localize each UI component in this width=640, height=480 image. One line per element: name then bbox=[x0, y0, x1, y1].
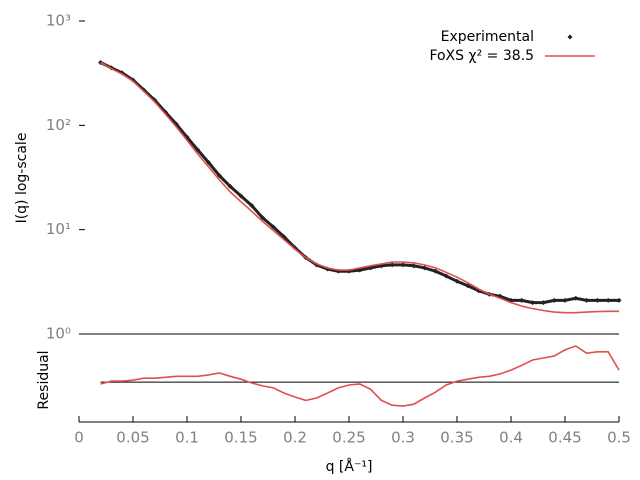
x-tick-label: 0.1 bbox=[175, 429, 199, 447]
x-tick-label: 0.45 bbox=[548, 429, 581, 447]
data-point bbox=[216, 173, 222, 179]
data-point bbox=[389, 262, 395, 268]
data-trace bbox=[99, 61, 619, 305]
legend-label: Experimental bbox=[441, 29, 534, 45]
y-tick-label: 10⁰ bbox=[46, 325, 71, 343]
x-tick-label: 0.35 bbox=[440, 429, 473, 447]
data-point bbox=[260, 215, 266, 221]
data-point bbox=[573, 295, 579, 301]
x-tick-label: 0.3 bbox=[391, 429, 415, 447]
residual-axis-label: Residual bbox=[36, 350, 52, 409]
data-point bbox=[422, 265, 428, 271]
data-point bbox=[443, 273, 449, 279]
data-point bbox=[594, 297, 600, 303]
y-tick-label: 10³ bbox=[46, 12, 71, 30]
data-point bbox=[551, 297, 557, 303]
x-tick-label: 0.05 bbox=[116, 429, 149, 447]
data-line bbox=[100, 61, 619, 314]
y-tick-label: 10² bbox=[46, 116, 71, 134]
x-tick-label: 0.4 bbox=[499, 429, 523, 447]
data-point bbox=[540, 300, 546, 306]
data-line bbox=[100, 345, 620, 407]
data-point bbox=[605, 297, 611, 303]
data-point bbox=[227, 183, 233, 189]
data-point bbox=[400, 262, 406, 268]
data-point bbox=[270, 224, 276, 230]
x-tick-label: 0.5 bbox=[607, 429, 631, 447]
x-tick-label: 0.25 bbox=[332, 429, 365, 447]
data-point bbox=[616, 297, 622, 303]
data-point bbox=[584, 297, 590, 303]
x-tick-label: 0.2 bbox=[283, 429, 307, 447]
y-axis-label: I(q) log-scale bbox=[14, 133, 30, 224]
data-point bbox=[206, 160, 212, 166]
x-tick-label: 0.15 bbox=[224, 429, 257, 447]
legend-marker bbox=[567, 34, 573, 40]
data-point bbox=[454, 278, 460, 284]
y-tick-label: 10¹ bbox=[46, 220, 71, 238]
data-point bbox=[530, 300, 536, 306]
data-point bbox=[519, 297, 525, 303]
data-point bbox=[249, 203, 255, 209]
x-axis-label: q [Å⁻¹] bbox=[326, 458, 373, 475]
data-point bbox=[141, 87, 147, 93]
data-point bbox=[411, 263, 417, 269]
legend-label: FoXS χ² = 38.5 bbox=[429, 48, 534, 64]
data-point bbox=[562, 297, 568, 303]
data-point bbox=[432, 268, 438, 274]
x-tick-label: 0 bbox=[74, 429, 84, 447]
data-point bbox=[238, 193, 244, 199]
data-point bbox=[465, 283, 471, 289]
